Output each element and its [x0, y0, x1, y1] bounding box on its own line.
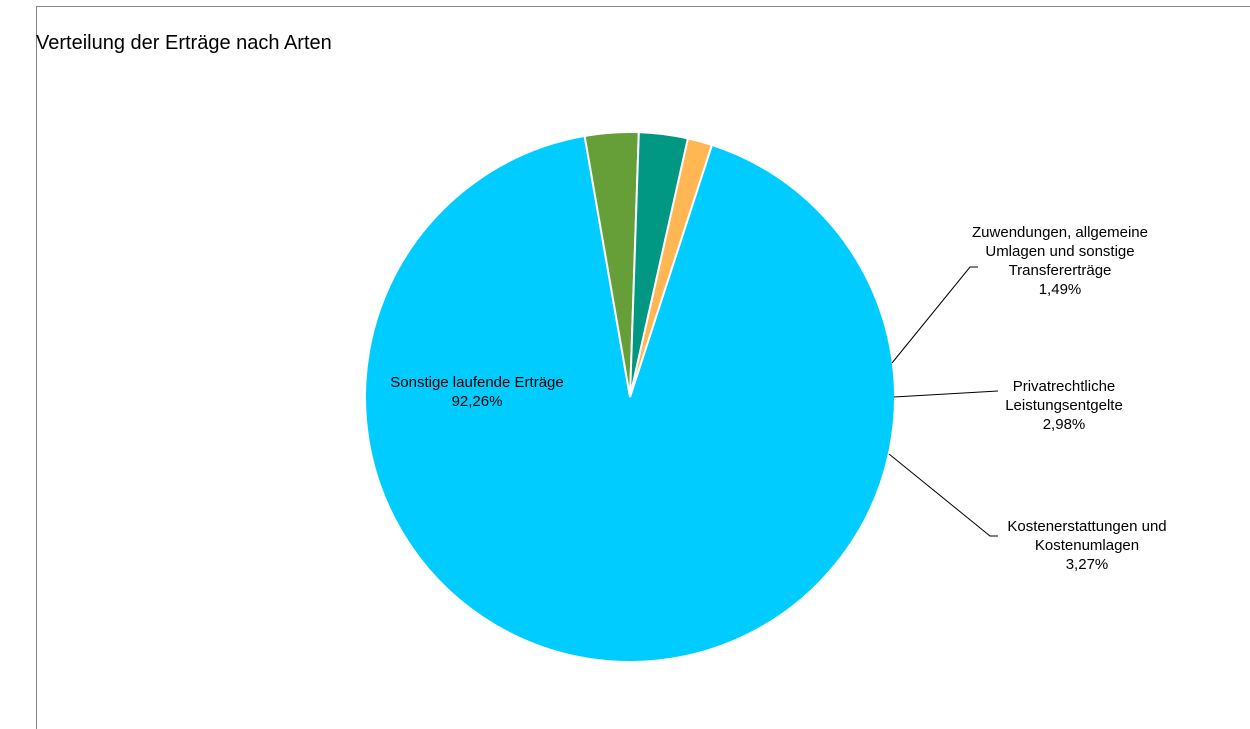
leader-line-3	[891, 266, 978, 364]
slice-label-line-1-0: Kostenerstattungen und	[1007, 518, 1166, 535]
slice-value-1: 3,27%	[1066, 556, 1109, 573]
slice-label-line-2-1: Leistungsentgelte	[1005, 397, 1123, 414]
leader-line-1	[888, 453, 998, 537]
slice-value-0: 92,26%	[452, 393, 503, 410]
slice-label-1: Kostenerstattungen und Kostenumlagen 3,27%	[1007, 518, 1166, 573]
slice-label-line-2-0: Privatrechtliche	[1013, 378, 1116, 395]
slice-label-line-3-1: Umlagen und sonstige	[985, 243, 1134, 260]
slice-value-2: 2,98%	[1043, 416, 1086, 433]
slice-label-3: Zuwendungen, allgemeine Umlagen und sonst…	[972, 224, 1148, 298]
chart-title: Verteilung der Erträge nach Arten	[36, 32, 332, 54]
slice-label-line-0-0: Sonstige laufende Erträge	[390, 374, 563, 391]
slice-label-line-1-1: Kostenumlagen	[1035, 537, 1139, 554]
slice-value-3: 1,49%	[1039, 281, 1082, 298]
slice-label-2: Privatrechtliche Leistungsentgelte 2,98%	[1005, 378, 1123, 433]
slice-label-line-3-0: Zuwendungen, allgemeine	[972, 224, 1148, 241]
pie-slice-3	[629, 137, 714, 398]
chart-frame	[36, 6, 1250, 729]
slice-label-0: Sonstige laufende Erträge 92,26%	[390, 374, 563, 410]
pie-slice-0	[364, 134, 896, 663]
leader-line-2	[893, 390, 999, 398]
slice-label-line-3-2: Transfererträge	[1009, 262, 1112, 279]
